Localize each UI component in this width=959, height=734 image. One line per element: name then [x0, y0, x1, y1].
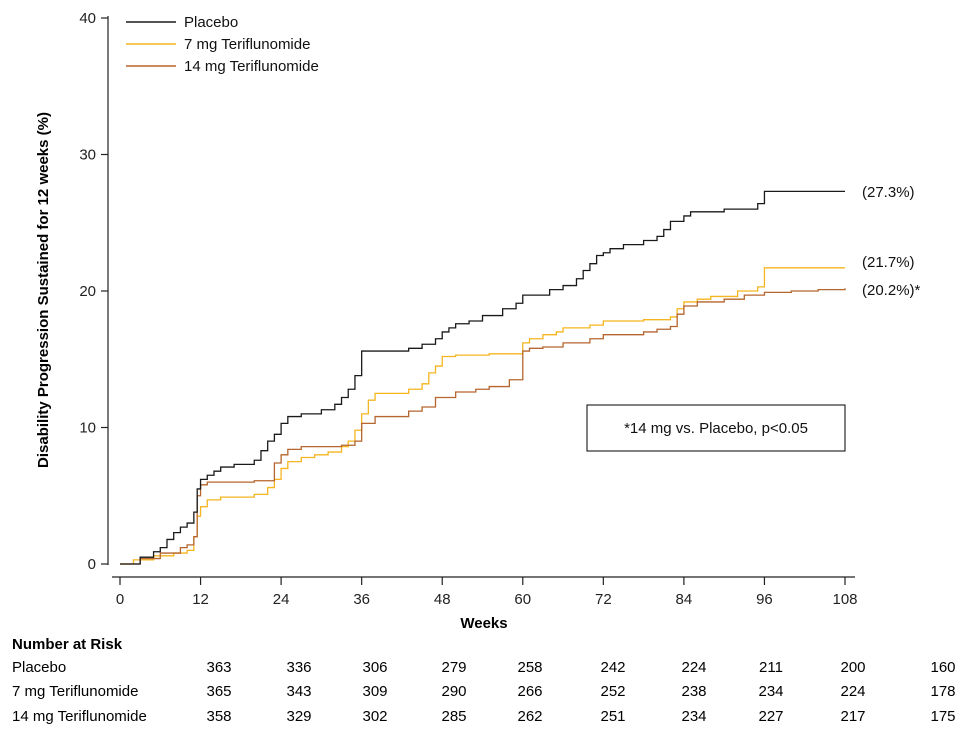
legend-label-0: Placebo — [184, 14, 238, 31]
x-tick-label-2: 24 — [273, 591, 290, 608]
series-line-placebo — [120, 190, 845, 565]
number-at-risk-title: Number at Risk — [12, 636, 123, 653]
risk-cell: 224 — [681, 659, 707, 676]
y-ticks: 0 10 20 30 40 — [79, 10, 108, 573]
risk-row: 14 mg Teriflunomide 358 329 302 285 262 251 234… — [0, 708, 959, 730]
risk-cell: 175 — [930, 708, 956, 725]
y-tick-label-3: 30 — [79, 147, 96, 164]
end-labels: (27.3%) (21.7%) (20.2%)* — [862, 184, 921, 299]
risk-row: Placebo 363 336 306 279 258 242 224 211 200 160 — [0, 659, 959, 681]
x-axis-title: Weeks — [460, 615, 507, 632]
risk-cell: 178 — [930, 683, 956, 700]
kaplan-meier-chart: 0 10 20 30 40 0 12 24 36 48 60 72 84 96 108 Disabilit… — [35, 10, 921, 632]
risk-cell: 266 — [517, 683, 543, 700]
risk-cell: 200 — [840, 659, 866, 676]
risk-cell: 329 — [286, 708, 312, 725]
x-tick-label-4: 48 — [434, 591, 451, 608]
y-tick-label-0: 0 — [88, 556, 96, 573]
risk-row-label: Placebo — [12, 659, 67, 676]
x-tick-label-1: 12 — [192, 591, 209, 608]
x-tick-label-6: 72 — [595, 591, 612, 608]
x-tick-label-7: 84 — [676, 591, 693, 608]
risk-cell: 363 — [206, 659, 232, 676]
risk-cell: 285 — [441, 708, 467, 725]
risk-cell: 258 — [517, 659, 543, 676]
x-tick-label-9: 108 — [832, 591, 857, 608]
end-label-1: (21.7%) — [862, 254, 915, 271]
x-tick-label-5: 60 — [514, 591, 531, 608]
y-tick-label-2: 20 — [79, 283, 96, 300]
risk-cell: 234 — [758, 683, 784, 700]
risk-cell: 234 — [681, 708, 707, 725]
end-label-2: (20.2%)* — [862, 282, 921, 299]
x-tick-label-0: 0 — [116, 591, 124, 608]
risk-cell: 252 — [600, 683, 626, 700]
risk-cell: 224 — [840, 683, 866, 700]
y-axis-title: Disability Progression Sustained for 12 … — [35, 112, 52, 468]
risk-cell: 336 — [286, 659, 312, 676]
risk-row-label: 14 mg Teriflunomide — [12, 708, 147, 725]
y-tick-label-4: 40 — [79, 10, 96, 27]
annotation-box: *14 mg vs. Placebo, p<0.05 — [586, 404, 846, 452]
x-tick-label-3: 36 — [353, 591, 370, 608]
x-ticks: 0 12 24 36 48 60 72 84 96 108 — [116, 577, 858, 608]
risk-cell: 365 — [206, 683, 232, 700]
risk-cell: 343 — [286, 683, 312, 700]
risk-cell: 242 — [600, 659, 626, 676]
risk-cell: 238 — [681, 683, 707, 700]
legend: Placebo 7 mg Teriflunomide 14 mg Terifluno… — [126, 14, 319, 75]
risk-cell: 302 — [362, 708, 388, 725]
risk-cell: 306 — [362, 659, 388, 676]
legend-label-1: 7 mg Teriflunomide — [184, 36, 310, 53]
annotation-text: *14 mg vs. Placebo, p<0.05 — [624, 420, 808, 437]
risk-cell: 160 — [930, 659, 956, 676]
risk-cell: 217 — [840, 708, 866, 725]
risk-cell: 251 — [600, 708, 626, 725]
y-tick-label-1: 10 — [79, 420, 96, 437]
risk-cell: 227 — [758, 708, 784, 725]
risk-cell: 211 — [759, 659, 783, 676]
series-layer — [120, 190, 846, 565]
risk-cell: 279 — [441, 659, 467, 676]
end-label-0: (27.3%) — [862, 184, 915, 201]
risk-cell: 290 — [441, 683, 467, 700]
risk-cell: 358 — [206, 708, 232, 725]
risk-cell: 262 — [517, 708, 543, 725]
risk-cell: 309 — [362, 683, 388, 700]
series-line-14-mg-teriflunomide — [120, 288, 846, 565]
series-line-7-mg-teriflunomide — [120, 267, 845, 565]
risk-row-label: 7 mg Teriflunomide — [12, 683, 139, 700]
legend-label-2: 14 mg Teriflunomide — [184, 58, 319, 75]
axes — [107, 16, 855, 578]
x-tick-label-8: 96 — [756, 591, 773, 608]
risk-row: 7 mg Teriflunomide 365 343 309 290 266 252 238 2… — [0, 683, 959, 705]
